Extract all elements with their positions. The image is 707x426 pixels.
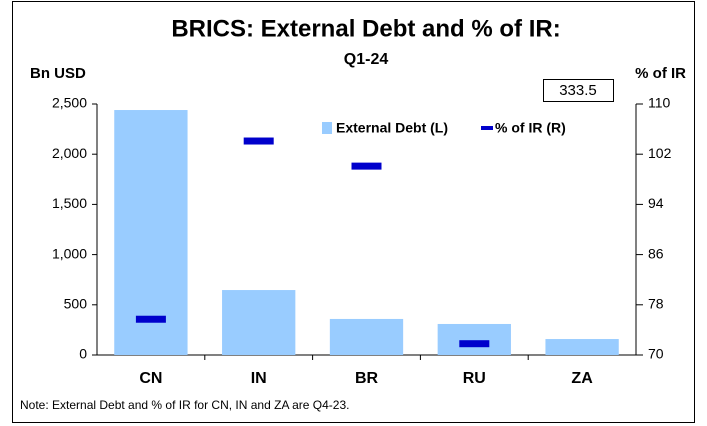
legend-swatch [481,126,493,130]
x-tick-label: IN [251,370,267,387]
y-tick-label: 500 [64,296,88,312]
chart-subtitle: Q1-24 [344,51,389,68]
legend-label: % of IR (R) [495,120,566,136]
bar [114,110,188,355]
y2-axis-label: % of IR [635,65,686,82]
x-tick-label: BR [355,370,379,387]
y2-tick-label: 86 [648,245,664,261]
y-axis-label: Bn USD [30,65,86,82]
chart-title: BRICS: External Debt and % of IR: [171,15,560,42]
value-label: 333.5 [559,82,597,99]
marker [135,315,166,323]
y2-tick-label: 70 [648,346,664,362]
bar [329,318,404,355]
y-tick-label: 2,500 [52,95,87,111]
bar [437,323,511,355]
y-tick-label: 1,000 [52,245,87,261]
x-tick-label: RU [463,370,486,387]
value-label-box [543,79,614,102]
x-tick-label: CN [139,370,162,387]
y-tick-label: 2,000 [52,145,87,161]
bar [222,290,296,355]
y2-tick-label: 102 [648,145,672,161]
note: Note: External Debt and % of IR for CN, … [20,398,349,412]
bar [545,339,619,355]
y2-tick-label: 110 [648,95,671,111]
y2-tick-label: 78 [648,296,664,312]
legend-label: External Debt (L) [336,120,448,136]
legend-swatch [322,122,332,134]
marker [243,137,274,145]
y-tick-label: 0 [79,346,87,362]
y-tick-label: 1,500 [52,195,87,211]
x-tick-label: ZA [571,370,593,387]
marker [459,340,490,348]
y2-tick-label: 94 [648,195,664,211]
marker [351,162,382,170]
